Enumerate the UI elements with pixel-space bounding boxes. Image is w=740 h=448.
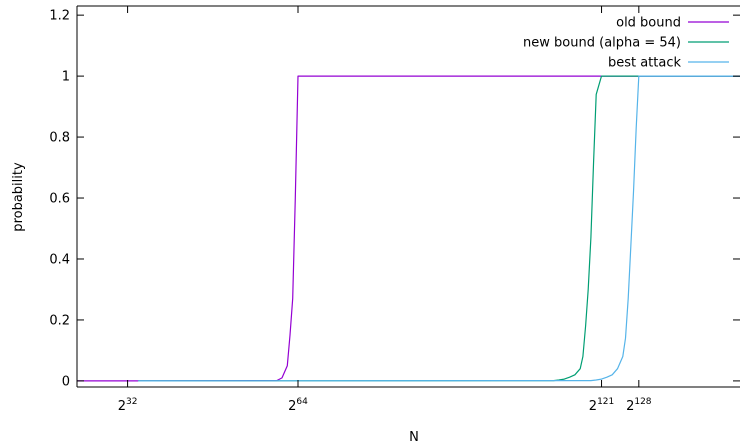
x-tick-base: 2 bbox=[589, 399, 597, 414]
x-tick-base: 2 bbox=[288, 399, 296, 414]
y-tick-label: 1.2 bbox=[49, 9, 70, 24]
legend-label: old bound bbox=[616, 16, 681, 31]
x-tick-label: 2128 bbox=[626, 397, 652, 414]
x-tick-exponent: 32 bbox=[126, 397, 137, 407]
y-tick-label: 1 bbox=[62, 70, 70, 85]
series-layer bbox=[77, 75, 740, 382]
y-tick-label: 0.6 bbox=[49, 192, 70, 207]
y-tick-label: 0 bbox=[62, 374, 70, 389]
legend: old bound new bound (alpha = 54) best atta… bbox=[523, 16, 729, 71]
x-tick-base: 2 bbox=[626, 399, 634, 414]
x-tick-base: 2 bbox=[118, 399, 126, 414]
x-axis: 232 264 2121 2128 bbox=[118, 6, 652, 414]
x-tick-exponent: 128 bbox=[634, 397, 651, 407]
y-tick-label: 0.2 bbox=[49, 313, 70, 328]
x-axis-label: N bbox=[409, 430, 419, 445]
x-tick-exponent: 121 bbox=[597, 397, 614, 407]
x-tick-label: 2121 bbox=[589, 397, 614, 414]
legend-label: new bound (alpha = 54) bbox=[523, 36, 681, 51]
y-tick-label: 0.8 bbox=[49, 131, 70, 146]
legend-label: best attack bbox=[608, 56, 682, 71]
y-tick-label: 0.4 bbox=[49, 252, 70, 267]
y-axis: 0 0.2 0.4 0.6 0.8 1 1.2 bbox=[49, 9, 740, 389]
series-line-3 bbox=[138, 75, 740, 382]
x-tick-label: 232 bbox=[118, 397, 138, 414]
y-axis-label: probability bbox=[11, 162, 26, 232]
plot-frame bbox=[76, 5, 740, 388]
x-tick-exponent: 64 bbox=[296, 397, 308, 407]
series-line-2 bbox=[138, 75, 740, 382]
x-tick-label: 264 bbox=[288, 397, 308, 414]
